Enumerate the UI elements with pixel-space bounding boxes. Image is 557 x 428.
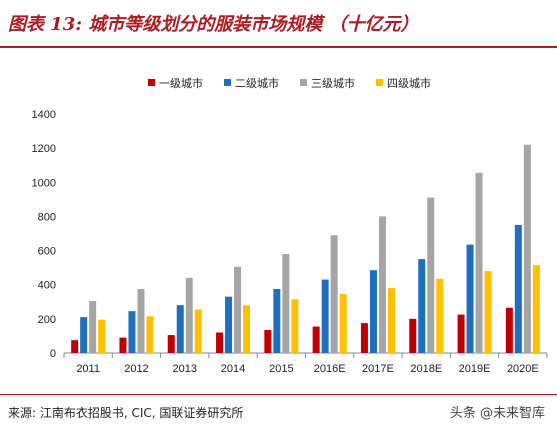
y-tick-label: 0 [50, 348, 56, 360]
chart-title: 图表 13: 城市等级划分的服装市场规模 （十亿元） [8, 14, 419, 35]
bar [167, 335, 175, 353]
x-tick-label: 2016E [314, 363, 346, 375]
legend-label: 四级城市 [387, 76, 431, 90]
bar [360, 323, 368, 353]
y-tick-label: 1000 [32, 177, 56, 189]
bar [291, 299, 299, 353]
bar [378, 216, 386, 353]
x-tick-label: 2014 [221, 363, 245, 375]
x-axis: 2011 2012 2013 2014 2015 2016E 2017E 2018E 2019E… [63, 352, 548, 375]
y-tick-label: 1400 [32, 109, 56, 121]
bar [119, 337, 127, 353]
bar [427, 197, 435, 353]
bar [505, 307, 513, 353]
y-axis: 0 200 400 600 800 1000 1200 1400 [32, 109, 56, 360]
bar [418, 259, 426, 353]
bar [532, 265, 540, 353]
bar [234, 266, 242, 353]
x-tick-label: 2015 [269, 363, 293, 375]
bar-chart: 一级城市 二级城市 三级城市 四级城市 0 200 400 600 800 1000 1200 14… [32, 76, 548, 375]
bar [71, 340, 79, 353]
bar [128, 311, 136, 353]
bar [312, 326, 320, 353]
bar [330, 235, 338, 353]
x-tick-label: 2012 [124, 363, 148, 375]
bar [273, 288, 281, 353]
bar [216, 332, 224, 353]
legend-swatch [300, 79, 307, 86]
x-tick-label: 2011 [76, 363, 100, 375]
bar [475, 172, 483, 353]
bar [514, 224, 522, 353]
bar [89, 300, 97, 353]
bar [243, 305, 251, 353]
x-tick-label: 2020E [507, 363, 539, 375]
x-tick-label: 2019E [459, 363, 491, 375]
bar [387, 288, 395, 353]
source-note: 来源: 江南布衣招股书, CIC, 国联证券研究所 [8, 406, 244, 420]
y-tick-label: 600 [38, 246, 56, 258]
legend-swatch [148, 79, 155, 86]
bar [146, 316, 154, 353]
legend-swatch [376, 79, 383, 86]
bar [409, 318, 417, 353]
legend-label: 二级城市 [235, 76, 279, 90]
x-tick-label: 2018E [410, 363, 442, 375]
watermark: 头条 @未来智库 [445, 401, 549, 422]
legend-swatch [224, 79, 231, 86]
bar [225, 296, 233, 353]
bar [339, 294, 347, 353]
bar [98, 319, 106, 353]
bar [137, 288, 145, 353]
bar [176, 305, 184, 353]
bars [71, 144, 540, 353]
y-tick-label: 200 [38, 314, 56, 326]
bar [282, 253, 290, 353]
x-tick-label: 2013 [173, 363, 197, 375]
bar [457, 314, 465, 353]
legend-label: 三级城市 [311, 76, 355, 90]
title-divider [0, 46, 557, 48]
legend: 一级城市 二级城市 三级城市 四级城市 [148, 76, 431, 90]
bar [436, 278, 444, 353]
x-tick-label: 2017E [362, 363, 394, 375]
bar [194, 309, 202, 353]
bar [185, 277, 193, 353]
legend-label: 一级城市 [159, 76, 203, 90]
y-tick-label: 800 [38, 211, 56, 223]
bar [523, 144, 531, 353]
bar [466, 244, 474, 353]
bar [264, 329, 272, 353]
bar [321, 279, 329, 353]
bar [484, 271, 492, 353]
source-divider [0, 394, 557, 395]
y-tick-label: 400 [38, 280, 56, 292]
bar [80, 317, 88, 353]
bar [369, 270, 377, 353]
y-tick-label: 1200 [32, 143, 56, 155]
